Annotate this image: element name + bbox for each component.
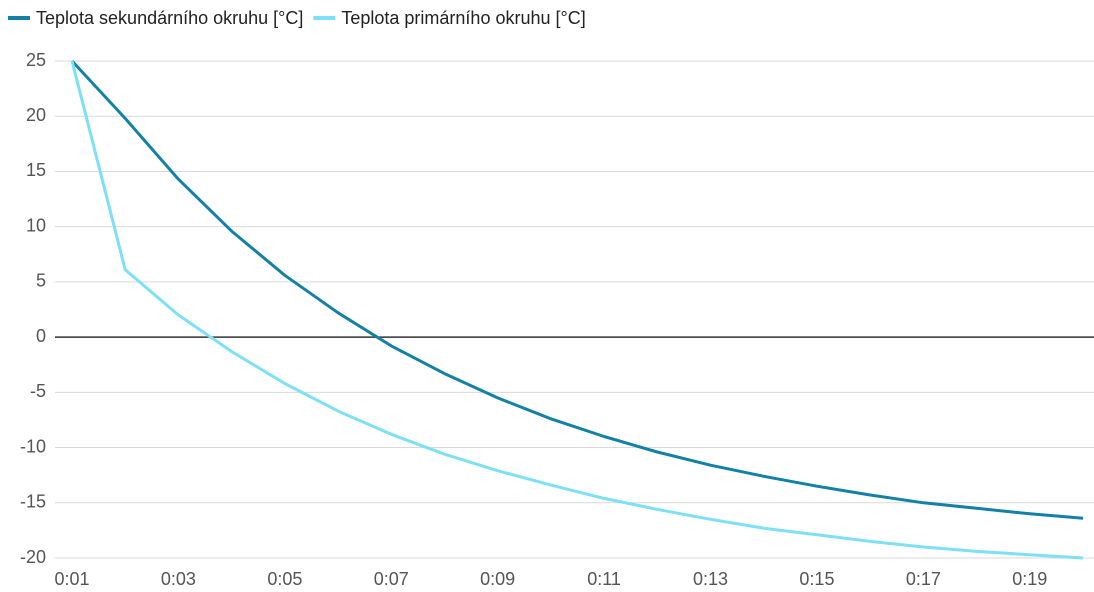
y-tick-label: -15 (20, 492, 46, 512)
legend-label: Teplota primárního okruhu [°C] (341, 8, 585, 28)
x-tick-label: 0:01 (54, 569, 89, 589)
y-tick-label: 25 (26, 50, 46, 70)
x-tick-label: 0:07 (374, 569, 409, 589)
y-tick-label: -5 (30, 381, 46, 401)
y-tick-label: 10 (26, 215, 46, 235)
y-tick-label: 20 (26, 105, 46, 125)
x-tick-label: 0:11 (587, 569, 621, 589)
y-tick-label: -20 (20, 547, 46, 567)
series-line (70, 59, 1084, 520)
y-tick-label: 0 (36, 326, 46, 346)
x-tick-label: 0:13 (693, 569, 728, 589)
x-tick-label: 0:17 (906, 569, 941, 589)
y-tick-label: 15 (26, 160, 46, 180)
series-line (70, 60, 1084, 560)
x-tick-label: 0:03 (161, 569, 196, 589)
x-tick-label: 0:15 (799, 569, 834, 589)
x-tick-label: 0:19 (1012, 569, 1047, 589)
legend-label: Teplota sekundárního okruhu [°C] (36, 8, 303, 28)
y-tick-label: -10 (20, 436, 46, 456)
x-tick-label: 0:09 (480, 569, 515, 589)
x-tick-label: 0:05 (267, 569, 302, 589)
y-tick-label: 5 (36, 271, 46, 291)
